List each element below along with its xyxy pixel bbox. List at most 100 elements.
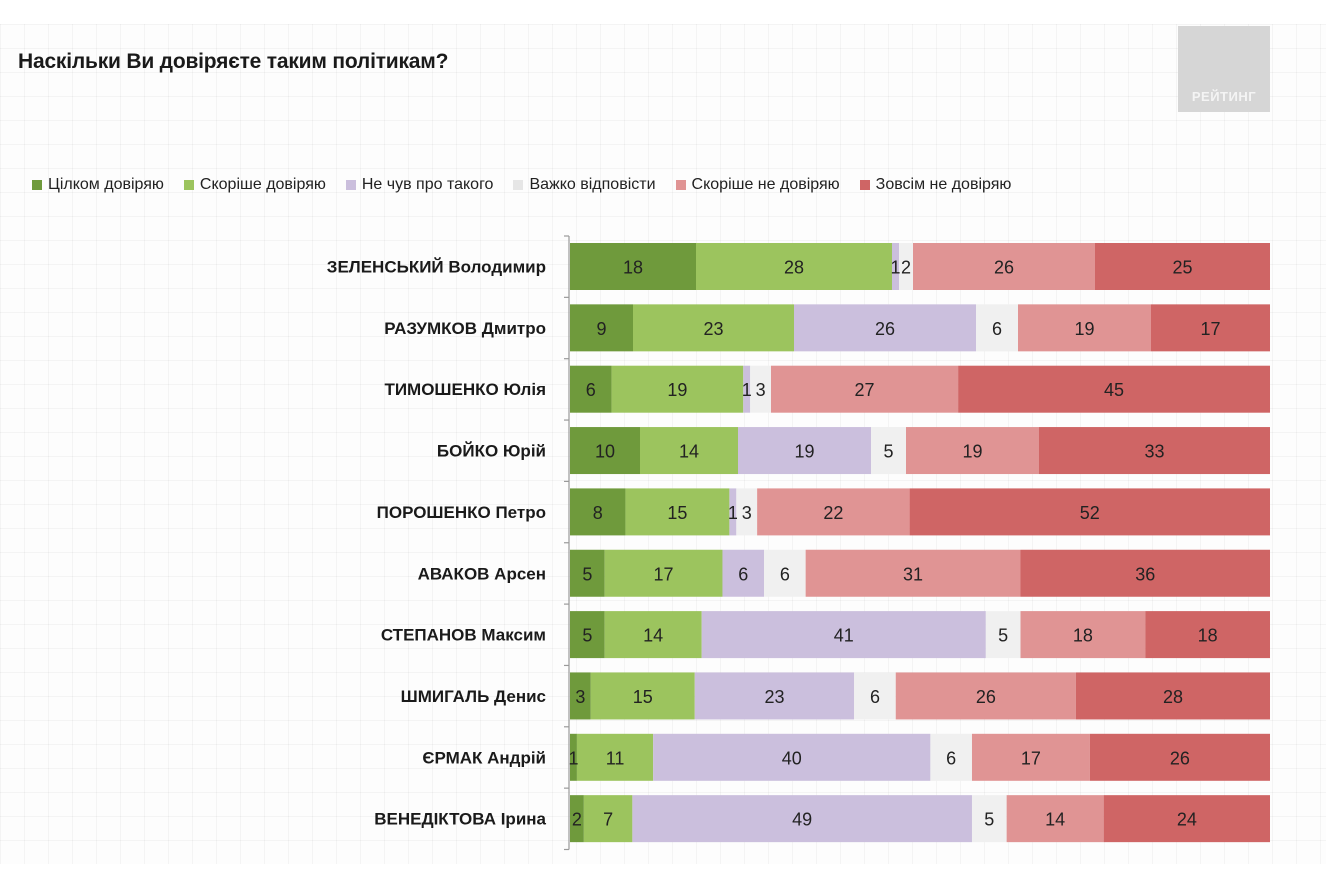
value-label: 7 xyxy=(603,810,613,830)
legend-label: Цілком довіряю xyxy=(48,176,164,193)
bar-segment xyxy=(570,365,612,413)
bar-row: СТЕПАНОВ Максим 5 14 41 5 18 18 xyxy=(381,611,1270,659)
value-label: 6 xyxy=(946,748,956,768)
value-label: 5 xyxy=(998,626,1008,646)
bar-segment xyxy=(633,304,794,352)
value-label: 28 xyxy=(1163,687,1183,707)
bar-segment xyxy=(743,365,751,413)
value-label: 26 xyxy=(994,258,1014,278)
value-label: 14 xyxy=(643,626,663,646)
bar-segment xyxy=(1089,733,1270,781)
value-label: 18 xyxy=(1198,626,1218,646)
value-label: 3 xyxy=(742,503,752,523)
bar-segment xyxy=(570,488,626,536)
value-label: 8 xyxy=(593,503,603,523)
value-label: 5 xyxy=(582,626,592,646)
category-label: ТИМОШЕНКО Юлія xyxy=(384,380,546,399)
bar-segment xyxy=(722,549,765,597)
bar-segment xyxy=(736,488,758,536)
category-label: ЗЕЛЕНСЬКИЙ Володимир xyxy=(327,258,546,277)
bar-segment xyxy=(570,427,640,475)
value-label: 18 xyxy=(1073,626,1093,646)
category-label: ПОРОШЕНКО Петро xyxy=(377,503,546,522)
legend-item: Не чув про такого xyxy=(345,176,493,194)
bar-segment xyxy=(909,488,1270,536)
bar-segment xyxy=(604,549,723,597)
bar-segment xyxy=(738,427,871,475)
value-label: 6 xyxy=(870,687,880,707)
bar-segment xyxy=(1151,304,1270,352)
bar-segment xyxy=(583,795,633,843)
value-label: 14 xyxy=(679,442,699,462)
value-label: 6 xyxy=(992,319,1002,339)
value-label: 24 xyxy=(1177,810,1197,830)
bar-segment xyxy=(871,427,906,475)
value-label: 6 xyxy=(780,564,790,584)
bar-segment xyxy=(892,243,899,290)
bar-segment xyxy=(794,304,976,352)
category-label: РАЗУМКОВ Дмитро xyxy=(384,319,546,338)
bar-segment xyxy=(604,611,702,659)
bar-segment xyxy=(1006,795,1104,843)
value-label: 19 xyxy=(1074,319,1094,339)
value-label: 5 xyxy=(582,564,592,584)
bar-row: РАЗУМКОВ Дмитро 9 23 26 6 19 17 xyxy=(384,304,1270,352)
legend-swatch xyxy=(183,180,194,190)
value-label: 1 xyxy=(742,380,752,400)
bar-segment xyxy=(1145,611,1270,659)
legend-swatch xyxy=(513,180,524,190)
value-label: 5 xyxy=(883,442,893,462)
value-label: 26 xyxy=(875,319,895,339)
value-label: 2 xyxy=(572,810,582,830)
value-label: 23 xyxy=(764,687,784,707)
value-label: 3 xyxy=(575,687,585,707)
bar-segment xyxy=(906,427,1039,475)
bar-segment xyxy=(913,243,1095,290)
bar-segment xyxy=(640,427,738,475)
bar-segment xyxy=(895,672,1076,720)
value-label: 49 xyxy=(792,810,812,830)
bar-segment xyxy=(1020,611,1146,659)
bar-row: БОЙКО Юрій 10 14 19 5 19 33 xyxy=(437,427,1270,475)
category-label: ЄРМАК Андрій xyxy=(422,748,546,767)
value-label: 19 xyxy=(667,380,687,400)
bar-segment xyxy=(930,733,972,781)
value-label: 45 xyxy=(1104,380,1124,400)
value-label: 15 xyxy=(667,503,687,523)
bar-segment xyxy=(696,243,892,290)
value-label: 5 xyxy=(984,810,994,830)
legend-label: Скоріше довіряю xyxy=(199,176,326,193)
value-label: 6 xyxy=(738,564,748,584)
bar-segment xyxy=(854,672,896,720)
chart-title: Наскільки Ви довіряєте таким політикам? xyxy=(18,50,449,73)
value-label: 11 xyxy=(606,748,625,768)
bar-segment xyxy=(764,549,806,597)
bar-row: ПОРОШЕНКО Петро 8 15 1 3 22 52 xyxy=(377,488,1270,536)
value-label: 10 xyxy=(595,442,615,462)
bar-segment xyxy=(971,733,1090,781)
value-label: 17 xyxy=(1200,319,1220,339)
legend-label: Зовсім не довіряю xyxy=(875,176,1012,193)
bar-segment xyxy=(625,488,730,536)
bar-segment xyxy=(701,611,986,659)
rating-logo: РЕЙТИНГ xyxy=(1178,26,1270,112)
value-label: 6 xyxy=(586,380,596,400)
bar-segment xyxy=(570,611,605,659)
value-label: 14 xyxy=(1045,810,1065,830)
bar-row: ЗЕЛЕНСЬКИЙ Володимир 18 28 1 2 26 25 xyxy=(327,243,1270,290)
logo-text: РЕЙТИНГ xyxy=(1191,89,1257,104)
bar-row: ЄРМАК Андрій 1 11 40 6 17 26 xyxy=(422,733,1270,781)
value-label: 26 xyxy=(1170,748,1190,768)
bar-row: ШМИГАЛЬ Денис 3 15 23 6 26 28 xyxy=(401,672,1270,720)
value-label: 28 xyxy=(784,258,804,278)
value-label: 26 xyxy=(976,687,996,707)
value-label: 31 xyxy=(903,564,923,584)
bar-segment xyxy=(1075,672,1270,720)
bar-segment xyxy=(1095,243,1270,290)
bar-segment xyxy=(632,795,972,843)
bar-segment xyxy=(590,672,695,720)
bar-segment xyxy=(750,365,771,413)
bar-segment xyxy=(1020,549,1270,597)
bar-row: ТИМОШЕНКО Юлія 6 19 1 3 27 45 xyxy=(384,365,1270,413)
